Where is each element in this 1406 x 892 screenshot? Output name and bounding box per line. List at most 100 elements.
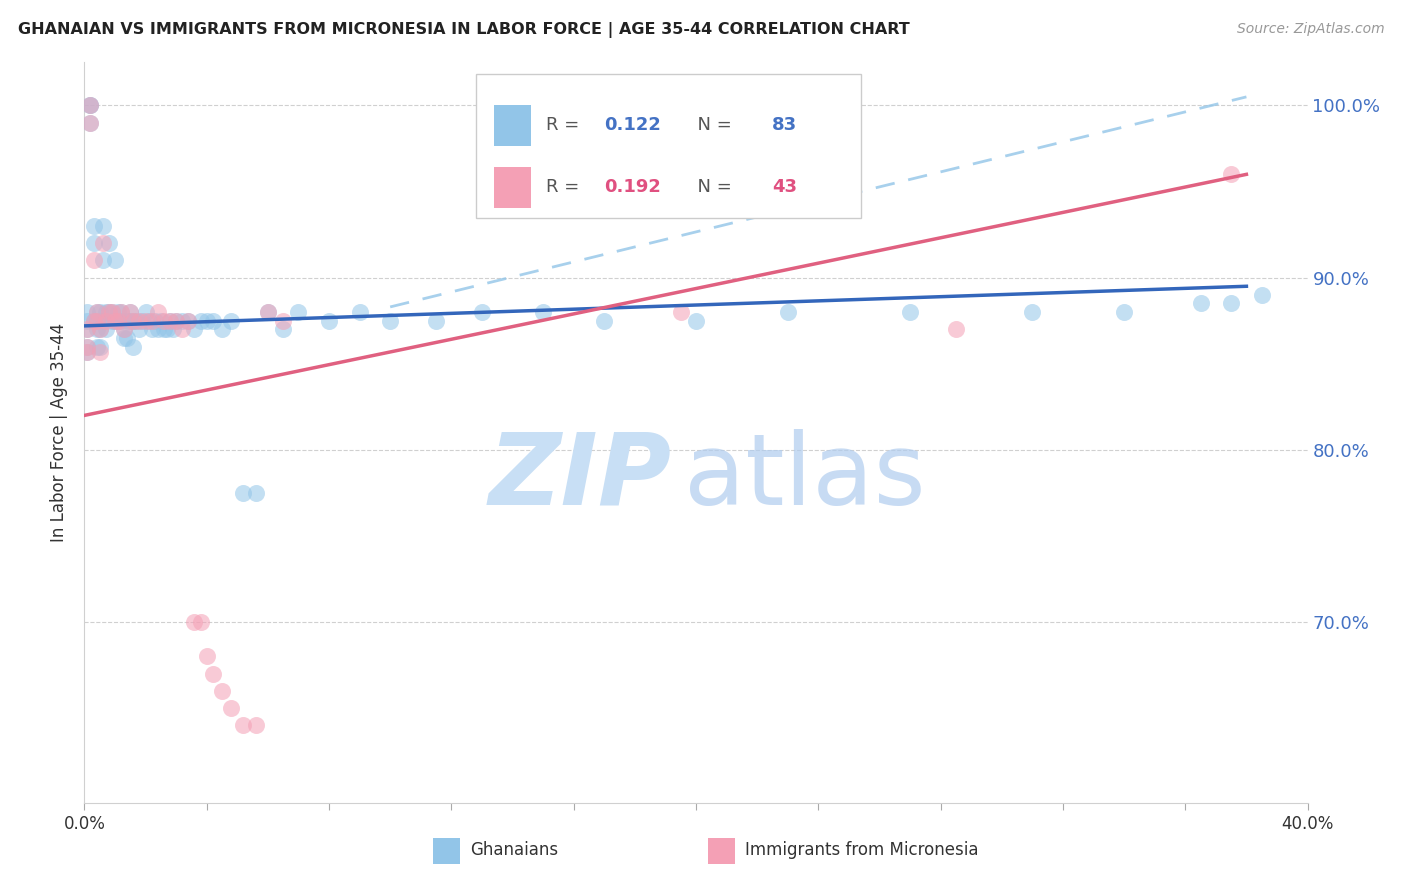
Point [165,314,187,328]
Point [101,305,124,319]
Point [89,322,111,336]
Point [110,305,132,319]
Point [190,314,212,328]
Point [79,98,101,112]
Point [318,314,340,328]
Point [76,339,98,353]
Point [115,314,138,328]
Point [531,305,554,319]
Point [97,305,120,319]
Point [156,322,179,336]
Point [120,305,142,319]
Text: 0.122: 0.122 [605,116,661,134]
Point [120,314,142,328]
Text: Source: ZipAtlas.com: Source: ZipAtlas.com [1237,22,1385,37]
Text: R =: R = [546,178,585,196]
Point [83,253,105,268]
Point [1220,296,1243,310]
Text: Immigrants from Micronesia: Immigrants from Micronesia [745,841,979,859]
FancyBboxPatch shape [475,73,860,218]
Point [110,305,132,319]
Point [97,236,120,251]
Point [86,314,108,328]
Point [195,649,218,664]
Point [201,666,224,681]
Point [593,314,616,328]
Point [89,344,111,359]
Point [183,322,205,336]
Point [146,322,169,336]
Point [211,684,233,698]
Point [211,322,233,336]
Point [94,314,117,328]
Point [122,339,145,353]
Point [177,314,200,328]
Point [898,305,921,319]
Point [172,322,194,336]
Point [232,718,254,732]
Point [86,305,108,319]
Point [76,339,98,353]
Point [153,314,176,328]
Text: atlas: atlas [683,428,925,525]
Point [91,314,114,328]
Point [287,305,309,319]
Point [91,236,114,251]
Point [1250,288,1272,302]
Point [159,314,181,328]
Point [79,98,101,112]
Point [219,314,242,328]
Point [76,305,98,319]
Point [101,314,124,328]
Point [135,305,157,319]
Point [107,314,129,328]
Point [91,219,114,233]
Point [89,322,111,336]
Point [104,253,127,268]
Point [107,305,129,319]
Point [669,305,692,319]
Point [120,305,142,319]
Point [91,253,114,268]
Point [138,314,160,328]
Point [83,219,105,233]
Point [107,314,129,328]
Point [149,314,172,328]
Point [1189,296,1212,310]
Text: GHANAIAN VS IMMIGRANTS FROM MICRONESIA IN LABOR FORCE | AGE 35-44 CORRELATION CH: GHANAIAN VS IMMIGRANTS FROM MICRONESIA I… [18,22,910,38]
Point [79,98,101,112]
FancyBboxPatch shape [709,838,735,863]
Y-axis label: In Labor Force | Age 35-44: In Labor Force | Age 35-44 [51,323,69,542]
Point [97,305,120,319]
Point [159,314,181,328]
Point [86,314,108,328]
Point [380,314,402,328]
Point [349,305,371,319]
Text: 0.192: 0.192 [605,178,661,196]
Point [94,305,117,319]
Point [257,305,280,319]
Point [83,314,105,328]
Text: 83: 83 [772,116,797,134]
Point [135,314,157,328]
Text: N =: N = [686,116,738,134]
Point [257,305,280,319]
Point [115,331,138,345]
Point [201,314,224,328]
Point [146,305,169,319]
Point [131,314,153,328]
Point [141,322,163,336]
Point [177,314,200,328]
Point [101,305,124,319]
Point [685,314,707,328]
Point [86,322,108,336]
Point [89,305,111,319]
Point [76,322,98,336]
Point [271,314,294,328]
Point [110,314,132,328]
FancyBboxPatch shape [494,105,531,146]
Point [232,486,254,500]
Point [104,314,127,328]
Point [86,339,108,353]
Point [245,486,267,500]
